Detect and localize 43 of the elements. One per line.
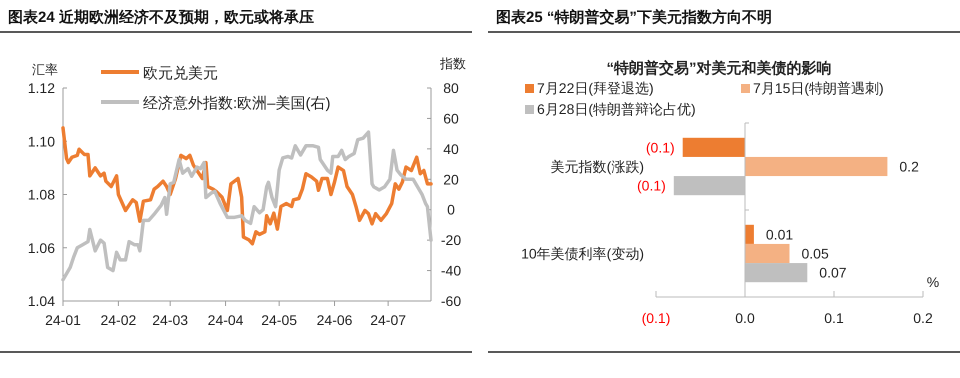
- x-axis-title: %: [926, 274, 940, 290]
- data-label: (0.1): [637, 178, 666, 194]
- data-label: 0.01: [766, 226, 794, 242]
- y-tick-label: 1.12: [28, 80, 56, 96]
- y-tick-label: 1.04: [28, 293, 56, 309]
- chart-title: 图表24 近期欧洲经济不及预期，欧元或将承压: [8, 8, 314, 26]
- legend-label: 欧元兑美元: [143, 65, 218, 82]
- y-tick-label: 美元指数(涨跌): [550, 158, 644, 174]
- y-tick-label: 1.10: [28, 133, 56, 150]
- data-label: (0.1): [646, 139, 675, 156]
- y-tick-label: 1.08: [28, 186, 56, 202]
- chart-title: 图表25 “特朗普交易”下美元指数方向不明: [496, 8, 772, 26]
- y-tick-label: 1.06: [28, 240, 56, 256]
- x-tick-label: 24-02: [100, 312, 136, 328]
- y2-tick-label: 40: [443, 140, 459, 157]
- x-tick-label: 24-03: [152, 312, 188, 328]
- x-tick-label: 0.0: [735, 310, 755, 326]
- x-tick-label: 0.1: [824, 310, 844, 326]
- legend-label: 7月22日(拜登退选): [537, 80, 654, 96]
- legend-label: 经济意外指数:欧洲–美国(右): [143, 95, 331, 112]
- data-label: 0.07: [819, 264, 847, 281]
- x-tick-label: 0.2: [913, 310, 933, 326]
- y2-tick-label: 80: [443, 80, 459, 96]
- x-tick-label: 24-01: [45, 312, 82, 328]
- y2-tick-label: -20: [440, 232, 462, 248]
- y2-axis-title: 指数: [439, 56, 466, 71]
- y2-tick-label: 20: [443, 171, 459, 188]
- y2-tick-label: 0: [447, 202, 456, 218]
- y2-tick-label: -60: [440, 293, 462, 309]
- data-label: 0.05: [802, 246, 829, 262]
- y-tick-label: 10年美债利率(变动): [521, 246, 644, 262]
- x-tick-label: 24-05: [261, 312, 298, 328]
- data-label: 0.2: [899, 158, 920, 174]
- y2-tick-label: -40: [440, 262, 462, 279]
- x-tick-label: 24-04: [208, 312, 244, 328]
- legend-label: 6月28日(特朗普辩论占优): [537, 101, 696, 117]
- x-tick-label: (0.1): [642, 310, 670, 326]
- y-axis-title: 汇率: [32, 62, 58, 77]
- chart-subtitle: “特朗普交易”对美元和美债的影响: [606, 59, 832, 77]
- y2-tick-label: 60: [443, 110, 459, 126]
- x-tick-label: 24-06: [316, 312, 353, 328]
- legend-label: 7月15日(特朗普遇刺): [753, 80, 884, 96]
- x-tick-label: 24-07: [370, 312, 406, 328]
